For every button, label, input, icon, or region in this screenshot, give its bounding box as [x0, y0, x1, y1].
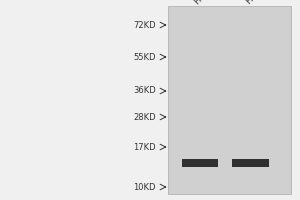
Text: 36KD: 36KD	[133, 86, 156, 95]
Bar	[232, 159, 268, 167]
Text: 55KD: 55KD	[134, 52, 156, 62]
Bar	[168, 6, 291, 194]
Text: 72KD: 72KD	[134, 21, 156, 29]
Text: He la: He la	[193, 0, 215, 6]
Text: HepG2: HepG2	[244, 0, 272, 6]
Text: 28KD: 28KD	[134, 112, 156, 121]
Text: 17KD: 17KD	[134, 142, 156, 152]
Text: 10KD: 10KD	[134, 182, 156, 192]
Bar	[182, 159, 218, 167]
